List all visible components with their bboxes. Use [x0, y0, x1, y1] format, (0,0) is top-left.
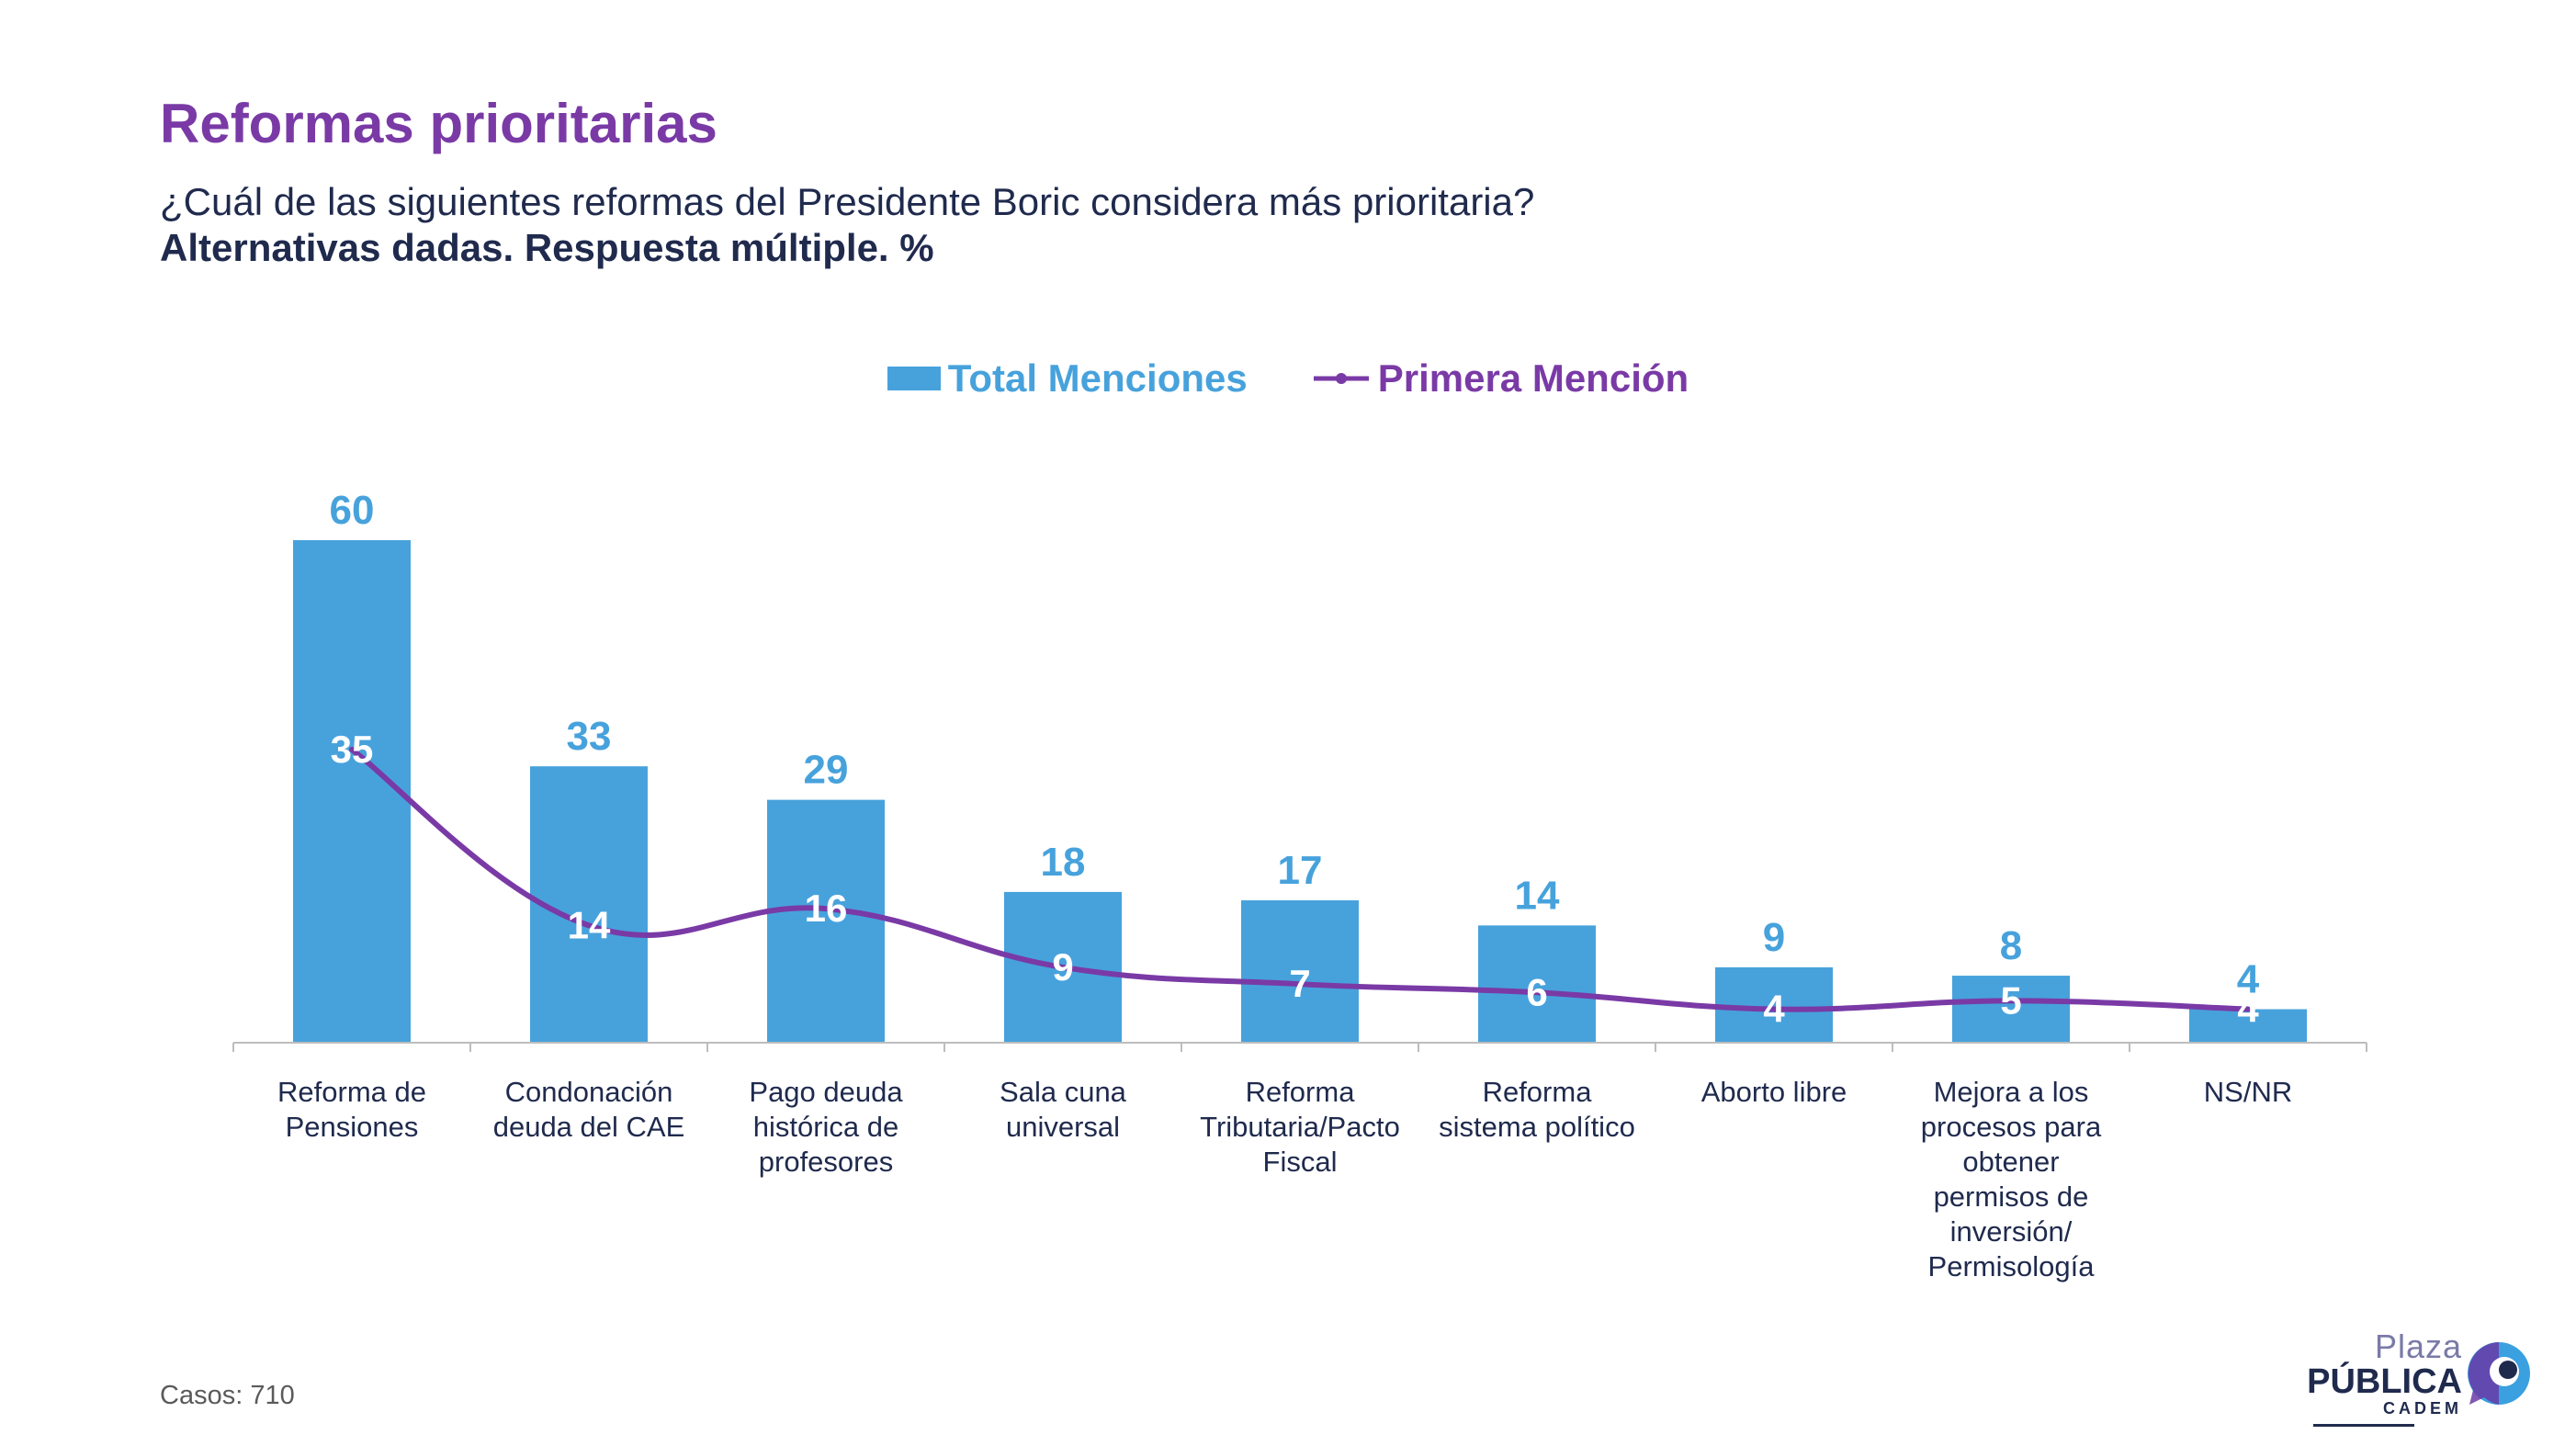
line-value-label: 9: [1052, 945, 1073, 988]
line-value-label: 14: [568, 903, 611, 946]
category-label: Reforma sistema político: [1439, 1076, 1635, 1143]
bar: [1715, 966, 1833, 1043]
chart-subtitle: ¿Cuál de las siguientes reformas del Pre…: [160, 180, 1535, 223]
bar: [1952, 976, 2070, 1043]
legend-bar-swatch: [887, 367, 941, 390]
chart-note: Alternativas dadas. Respuesta múltiple. …: [160, 226, 934, 269]
bar: [530, 766, 648, 1043]
brand-cadem: CADEM: [2383, 1399, 2462, 1418]
legend-label-primera: Primera Mención: [1377, 356, 1689, 400]
legend-line-swatch: [1313, 373, 1369, 384]
bar-value-label: 29: [804, 748, 849, 793]
brand-underline: [2313, 1424, 2414, 1427]
category-label: Condonación deuda del CAE: [492, 1076, 685, 1143]
legend-item-total: Total Menciones: [887, 356, 1248, 401]
bar-value-label: 60: [330, 488, 375, 533]
line-series-primera: [349, 746, 2251, 1012]
brand-publica: PÚBLICA: [2307, 1362, 2462, 1401]
line-value-label: 4: [2237, 988, 2259, 1031]
legend: Total Menciones Primera Mención: [0, 356, 2576, 401]
bar-value-label: 9: [1763, 915, 1785, 960]
legend-label-total: Total Menciones: [947, 356, 1248, 400]
legend-item-primera: Primera Mención: [1312, 356, 1689, 401]
category-label: NS/NR: [2203, 1076, 2293, 1108]
bar: [2189, 1009, 2307, 1043]
brand-plaza: Plaza: [2374, 1327, 2462, 1365]
bar: [293, 540, 411, 1043]
category-label: Reforma de Pensiones: [277, 1076, 426, 1143]
category-label: Mejora a los procesos para obtener permi…: [1920, 1076, 2102, 1282]
bar-value-label: 33: [567, 714, 612, 759]
bar-value-label: 8: [2000, 923, 2022, 968]
line-value-label: 6: [1526, 970, 1547, 1013]
line-value-label: 7: [1289, 962, 1310, 1005]
category-label: Sala cuna universal: [1000, 1076, 1126, 1143]
line-value-label: 4: [1763, 988, 1785, 1031]
cases-count: Casos: 710: [160, 1381, 295, 1410]
category-label: Reforma Tributaria/Pacto Fiscal: [1200, 1076, 1400, 1178]
category-label: Aborto libre: [1700, 1076, 1847, 1108]
bar-value-label: 18: [1041, 840, 1086, 885]
brand-logo: Plaza PÚBLICA CADEM: [2306, 1327, 2536, 1427]
bar-value-label: 17: [1278, 848, 1323, 893]
bar: [767, 799, 885, 1043]
bar: [1241, 900, 1359, 1043]
line-value-label: 5: [2000, 978, 2021, 1022]
bar: [1478, 925, 1596, 1043]
bar-value-label: 4: [2237, 957, 2260, 1002]
brand-speech-bubble-icon: [2468, 1342, 2530, 1405]
chart-title: Reformas prioritarias: [160, 93, 717, 154]
line-value-label: 35: [331, 728, 374, 771]
line-value-label: 16: [805, 887, 848, 930]
bar-value-label: 14: [1515, 873, 1560, 918]
category-label: Pago deuda histórica de profesores: [749, 1076, 903, 1178]
